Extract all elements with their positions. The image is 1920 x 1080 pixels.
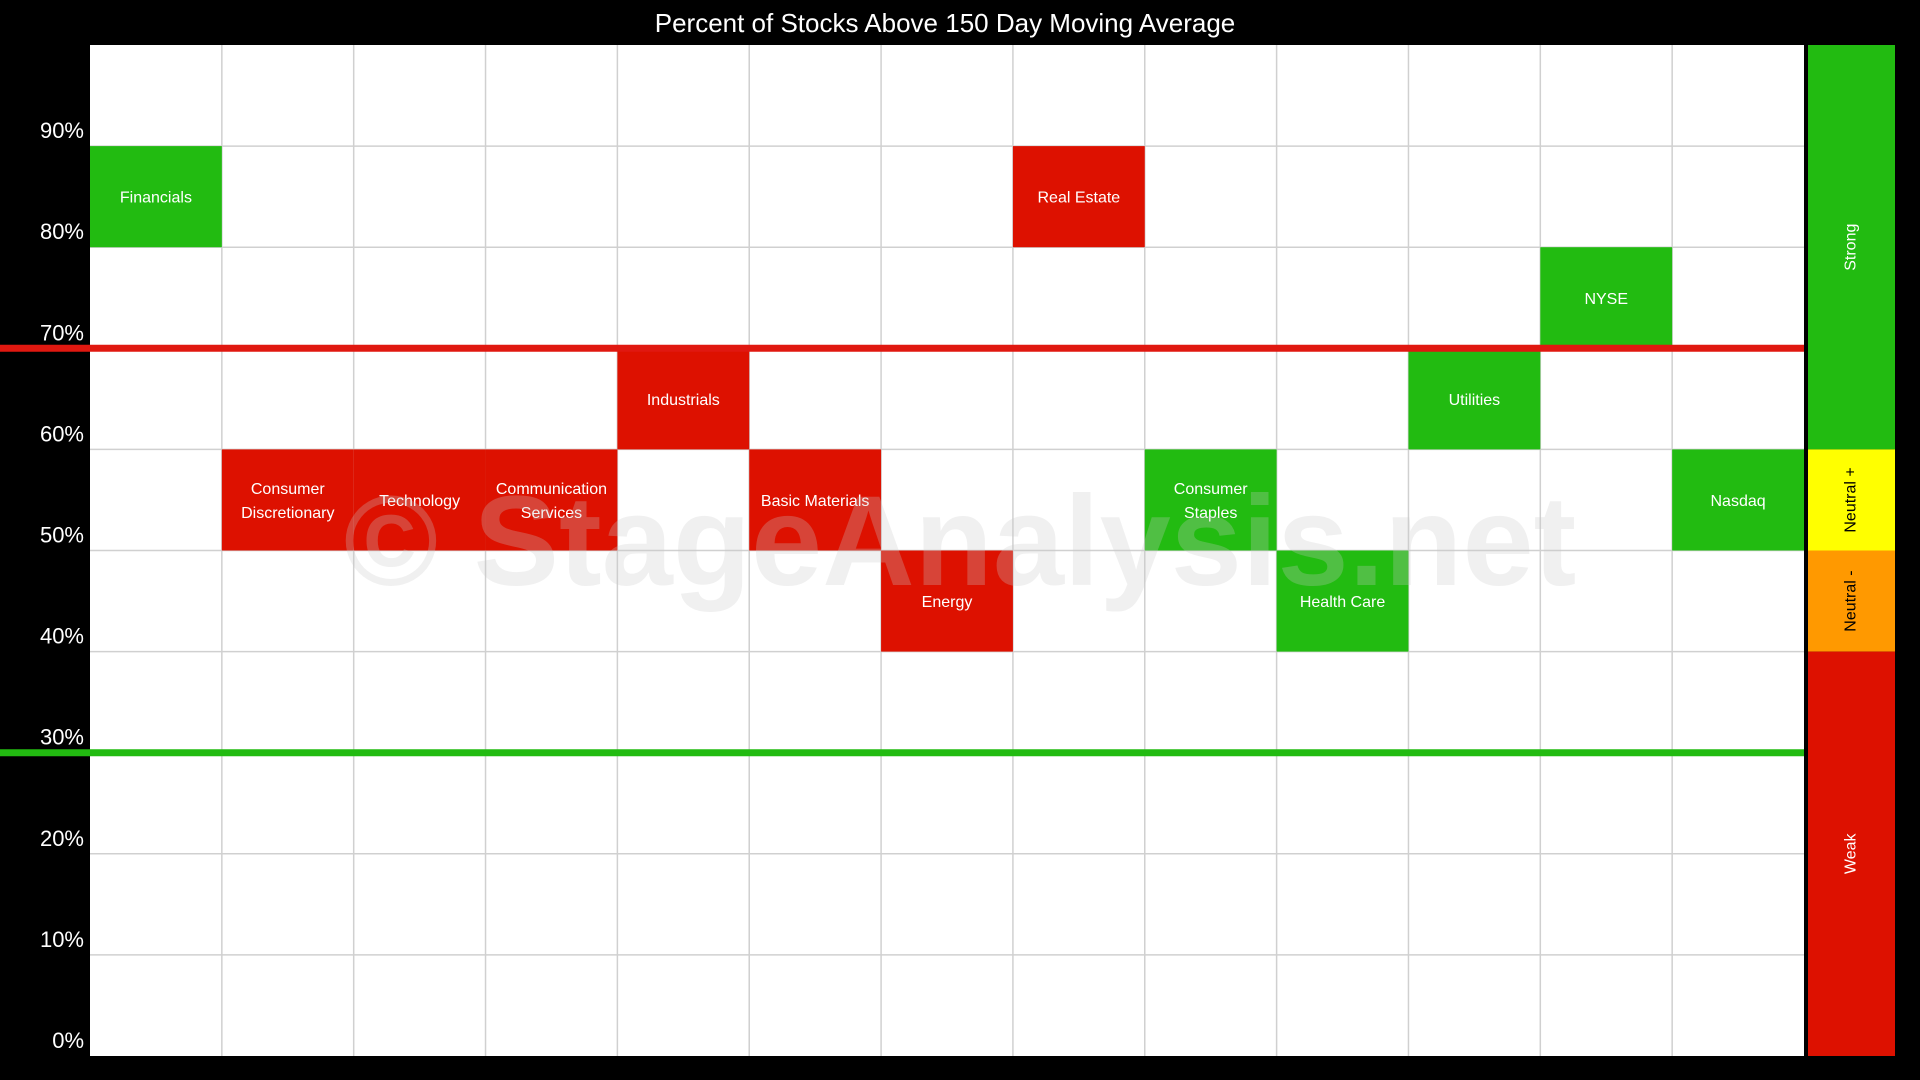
cell-label: Technology <box>379 493 460 510</box>
cell-label: Basic Materials <box>761 493 869 510</box>
zone-label: Weak <box>1843 832 1860 874</box>
y-tick-label: 80% <box>40 219 84 244</box>
zone-band <box>1808 449 1895 551</box>
cell-label: Consumer <box>1174 481 1248 498</box>
chart-title: Percent of Stocks Above 150 Day Moving A… <box>654 8 1236 38</box>
heatmap-cell <box>617 348 750 450</box>
heatmap-cell <box>485 449 618 551</box>
heatmap-cell <box>90 146 222 248</box>
y-tick-label: 0% <box>52 1028 84 1053</box>
y-tick-label: 60% <box>40 421 84 446</box>
y-tick-label: 10% <box>40 927 84 952</box>
heatmap-cell <box>221 449 354 551</box>
heatmap-cell <box>749 449 882 551</box>
heatmap-cell <box>1144 449 1277 551</box>
y-tick-label: 70% <box>40 320 84 345</box>
cell-label: Real Estate <box>1037 190 1120 207</box>
heatmap-cell <box>1276 550 1409 652</box>
cell-label: NYSE <box>1584 291 1628 308</box>
heatmap-cell <box>881 550 1013 652</box>
cell-label: Services <box>521 505 582 522</box>
y-tick-label: 20% <box>40 826 84 851</box>
heatmap-cell <box>1012 146 1145 248</box>
y-tick-label: 50% <box>40 523 84 548</box>
zone-label: Strong <box>1843 224 1860 271</box>
watermark-text: © StageAnalysis.net <box>344 470 1577 613</box>
cell-label: Communication <box>496 481 607 498</box>
cell-label: Health Care <box>1300 594 1385 611</box>
cell-label: Industrials <box>647 392 720 409</box>
zone-band <box>1808 550 1895 652</box>
heatmap-cell <box>353 449 486 551</box>
cell-label: Utilities <box>1449 392 1501 409</box>
cell-label: Staples <box>1184 505 1237 522</box>
heatmap-cell <box>1540 247 1673 349</box>
zone-band <box>1808 45 1895 450</box>
y-tick-label: 30% <box>40 725 84 750</box>
y-tick-label: 90% <box>40 118 84 143</box>
cell-label: Discretionary <box>241 505 334 522</box>
zone-label: Neutral + <box>1843 467 1860 532</box>
cell-label: Energy <box>922 594 973 611</box>
zone-band <box>1808 651 1895 1056</box>
cell-label: Financials <box>120 190 192 207</box>
cell-label: Consumer <box>251 481 325 498</box>
heatmap-cell <box>1408 348 1541 450</box>
cell-label: Nasdaq <box>1710 493 1765 510</box>
y-tick-label: 40% <box>40 624 84 649</box>
zone-label: Neutral - <box>1843 570 1860 631</box>
heatmap-cell <box>1672 449 1804 551</box>
